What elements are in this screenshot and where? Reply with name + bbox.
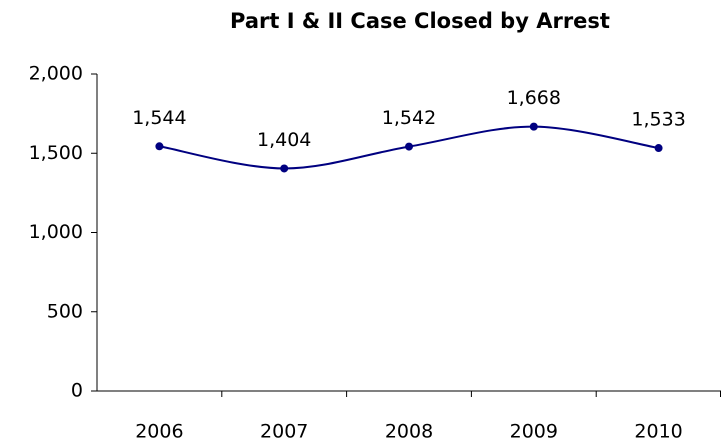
point (280, 164, 289, 173)
y-tick-label: 0 (71, 380, 83, 402)
data-label: 1,533 (631, 109, 685, 131)
x-tick-label: 2006 (135, 421, 183, 443)
y-tick-label: 1,500 (29, 142, 83, 164)
point (155, 142, 164, 151)
y-tick-label: 2,000 (29, 63, 83, 85)
x-tick-label: 2009 (510, 421, 558, 443)
y-tick-label: 1,000 (29, 221, 83, 243)
point (405, 142, 413, 151)
data-label: 1,542 (382, 107, 436, 129)
data-label: 1,668 (507, 87, 561, 109)
x-tick-label: 2008 (385, 421, 433, 443)
chart-title: Part I & II Case Closed by Arrest (230, 9, 610, 33)
point (654, 144, 663, 153)
y-tick-label: 500 (47, 300, 83, 322)
data-label: 1,404 (257, 129, 311, 151)
point (529, 122, 538, 131)
data-label: 1,544 (132, 107, 186, 129)
x-tick-label: 2010 (634, 421, 682, 443)
x-tick-label: 2007 (260, 421, 308, 443)
